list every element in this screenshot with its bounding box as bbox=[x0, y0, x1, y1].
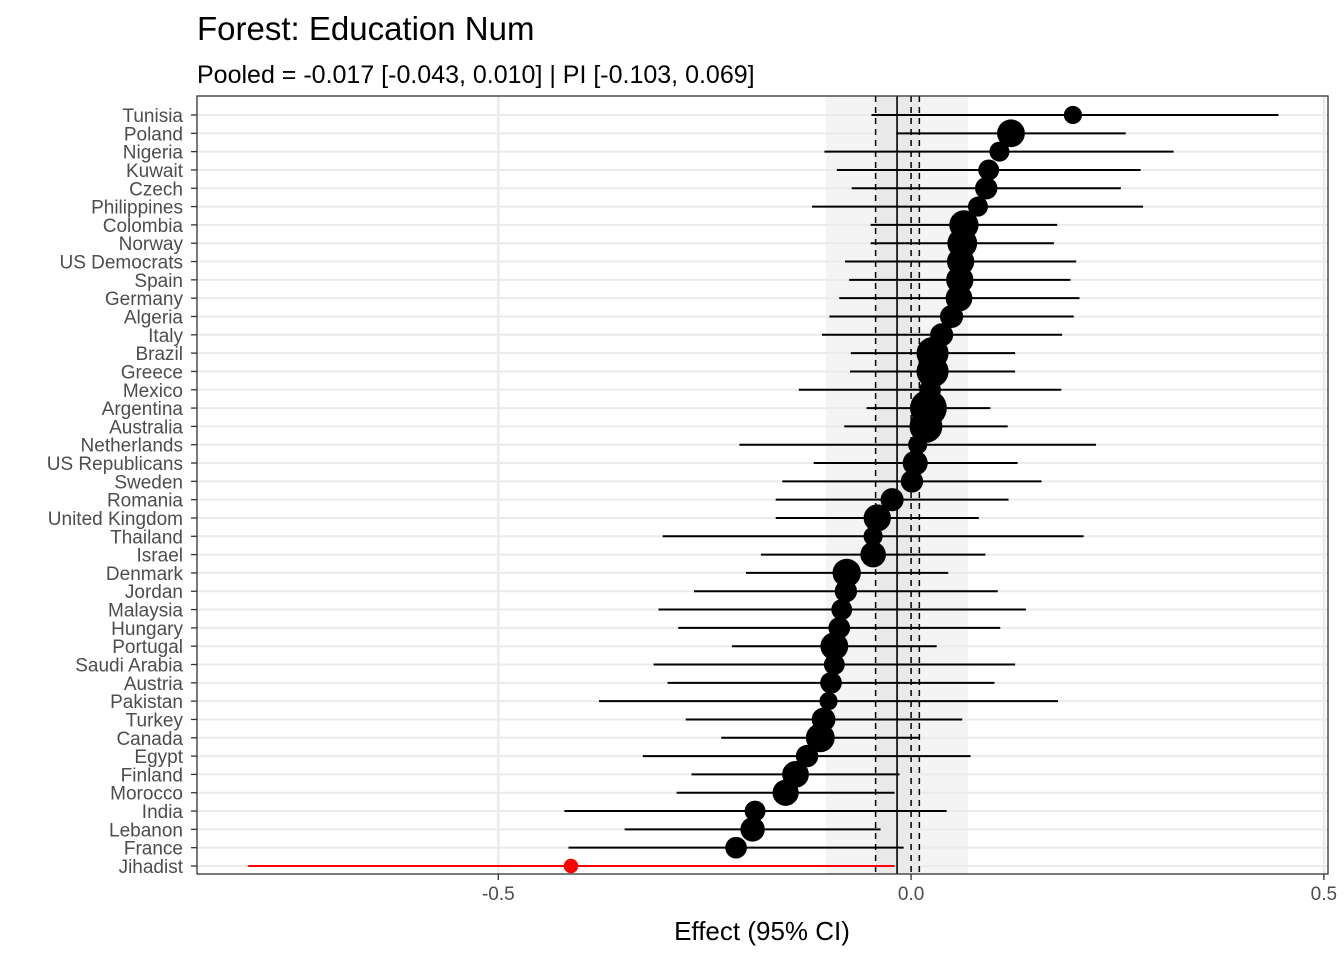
y-axis-label: Israel bbox=[137, 546, 183, 567]
y-axis-label: Denmark bbox=[106, 564, 184, 585]
y-axis-label: US Democrats bbox=[59, 253, 183, 274]
point-estimate-saudi-arabia bbox=[823, 654, 845, 675]
y-axis-label: Norway bbox=[119, 234, 184, 255]
point-estimate-india bbox=[744, 800, 766, 822]
y-axis-label: Colombia bbox=[103, 216, 184, 237]
point-estimate-nigeria bbox=[989, 141, 1010, 162]
y-axis-label: Jihadist bbox=[119, 857, 184, 878]
y-axis-label: Greece bbox=[121, 362, 183, 383]
point-estimate-tunisia bbox=[1063, 105, 1082, 125]
x-tick-label: 0.0 bbox=[898, 884, 924, 905]
y-axis-label: Pakistan bbox=[110, 692, 183, 713]
point-estimate-israel bbox=[860, 541, 886, 568]
y-axis-label: Saudi Arabia bbox=[75, 656, 183, 677]
point-estimate-thailand bbox=[863, 526, 883, 546]
point-estimate-france bbox=[725, 836, 747, 859]
point-estimate-netherlands bbox=[908, 435, 928, 455]
point-estimate-united-kingdom bbox=[863, 504, 891, 532]
point-estimate-austria bbox=[820, 671, 842, 694]
y-axis-label: Australia bbox=[109, 417, 183, 438]
y-axis-label: Czech bbox=[129, 179, 183, 200]
point-estimate-philippines bbox=[967, 196, 988, 217]
y-axis-label: Turkey bbox=[126, 710, 184, 731]
plot-panel-border bbox=[196, 95, 1329, 875]
point-estimate-us-republicans bbox=[902, 450, 928, 476]
y-axis-label: Kuwait bbox=[126, 161, 184, 182]
y-axis-label: Italy bbox=[148, 326, 183, 347]
point-estimate-canada bbox=[805, 723, 835, 753]
point-estimate-pakistan bbox=[819, 692, 838, 711]
y-axis-label: France bbox=[124, 839, 183, 860]
point-estimate-morocco bbox=[772, 779, 799, 806]
y-axis-label: Philippines bbox=[91, 198, 183, 219]
y-axis-label: Brazil bbox=[135, 344, 183, 365]
point-estimate-jihadist bbox=[563, 858, 579, 874]
x-tick-label: 0.5 bbox=[1311, 884, 1337, 905]
y-axis-label: Lebanon bbox=[109, 820, 183, 841]
point-estimate-denmark bbox=[832, 558, 861, 588]
y-axis-label: Nigeria bbox=[123, 143, 184, 164]
point-estimate-romania bbox=[880, 488, 904, 512]
y-axis-label: Morocco bbox=[110, 784, 183, 805]
point-estimate-poland bbox=[997, 119, 1025, 148]
y-axis-label: US Republicans bbox=[47, 454, 183, 475]
y-axis-label: Poland bbox=[124, 124, 183, 145]
y-axis-label: United Kingdom bbox=[48, 509, 183, 530]
y-axis-label: Hungary bbox=[111, 619, 183, 640]
point-estimate-germany bbox=[945, 284, 973, 312]
point-estimate-australia bbox=[909, 409, 943, 443]
chart-title: Forest: Education Num bbox=[197, 10, 534, 47]
y-axis-label: Spain bbox=[134, 271, 183, 292]
y-axis-label: Egypt bbox=[134, 747, 183, 768]
y-axis-label: Sweden bbox=[114, 472, 183, 493]
y-axis-label: Argentina bbox=[102, 399, 184, 420]
y-axis-label: Austria bbox=[124, 674, 184, 695]
y-axis-label: Canada bbox=[116, 729, 183, 750]
y-axis-label: Finland bbox=[121, 765, 183, 786]
y-axis-label: Netherlands bbox=[81, 436, 183, 457]
y-axis-label: Portugal bbox=[112, 637, 183, 658]
plot-background bbox=[197, 96, 1328, 874]
point-estimate-portugal bbox=[820, 632, 849, 661]
x-axis-label: Effect (95% CI) bbox=[674, 916, 850, 946]
x-axis-ticks: -0.5 0.0 0.5 bbox=[482, 874, 1337, 905]
y-axis-labels: TunisiaPolandNigeriaKuwaitCzechPhilippin… bbox=[47, 106, 197, 878]
point-estimate-sweden bbox=[900, 470, 924, 493]
point-estimate-greece bbox=[916, 355, 949, 388]
point-estimate-lebanon bbox=[740, 817, 765, 842]
y-axis-label: India bbox=[142, 802, 184, 823]
y-axis-label: Germany bbox=[105, 289, 184, 310]
x-tick-label: -0.5 bbox=[482, 884, 515, 905]
y-axis-label: Thailand bbox=[110, 527, 183, 548]
y-axis-label: Jordan bbox=[125, 582, 183, 603]
y-axis-label: Tunisia bbox=[122, 106, 183, 127]
y-axis-label: Mexico bbox=[123, 381, 183, 402]
point-estimate-egypt bbox=[795, 744, 819, 768]
point-estimate-layer bbox=[563, 105, 1082, 874]
y-axis-label: Algeria bbox=[124, 307, 184, 328]
point-estimate-jordan bbox=[834, 580, 858, 603]
point-estimate-algeria bbox=[939, 304, 964, 329]
point-estimate-czech bbox=[975, 177, 998, 200]
point-estimate-kuwait bbox=[978, 159, 1000, 181]
y-axis-label: Romania bbox=[107, 491, 183, 512]
y-axis-label: Malaysia bbox=[108, 601, 183, 622]
point-estimate-malaysia bbox=[831, 599, 853, 621]
chart-subtitle: Pooled = -0.017 [-0.043, 0.010] | PI [-0… bbox=[197, 61, 755, 89]
